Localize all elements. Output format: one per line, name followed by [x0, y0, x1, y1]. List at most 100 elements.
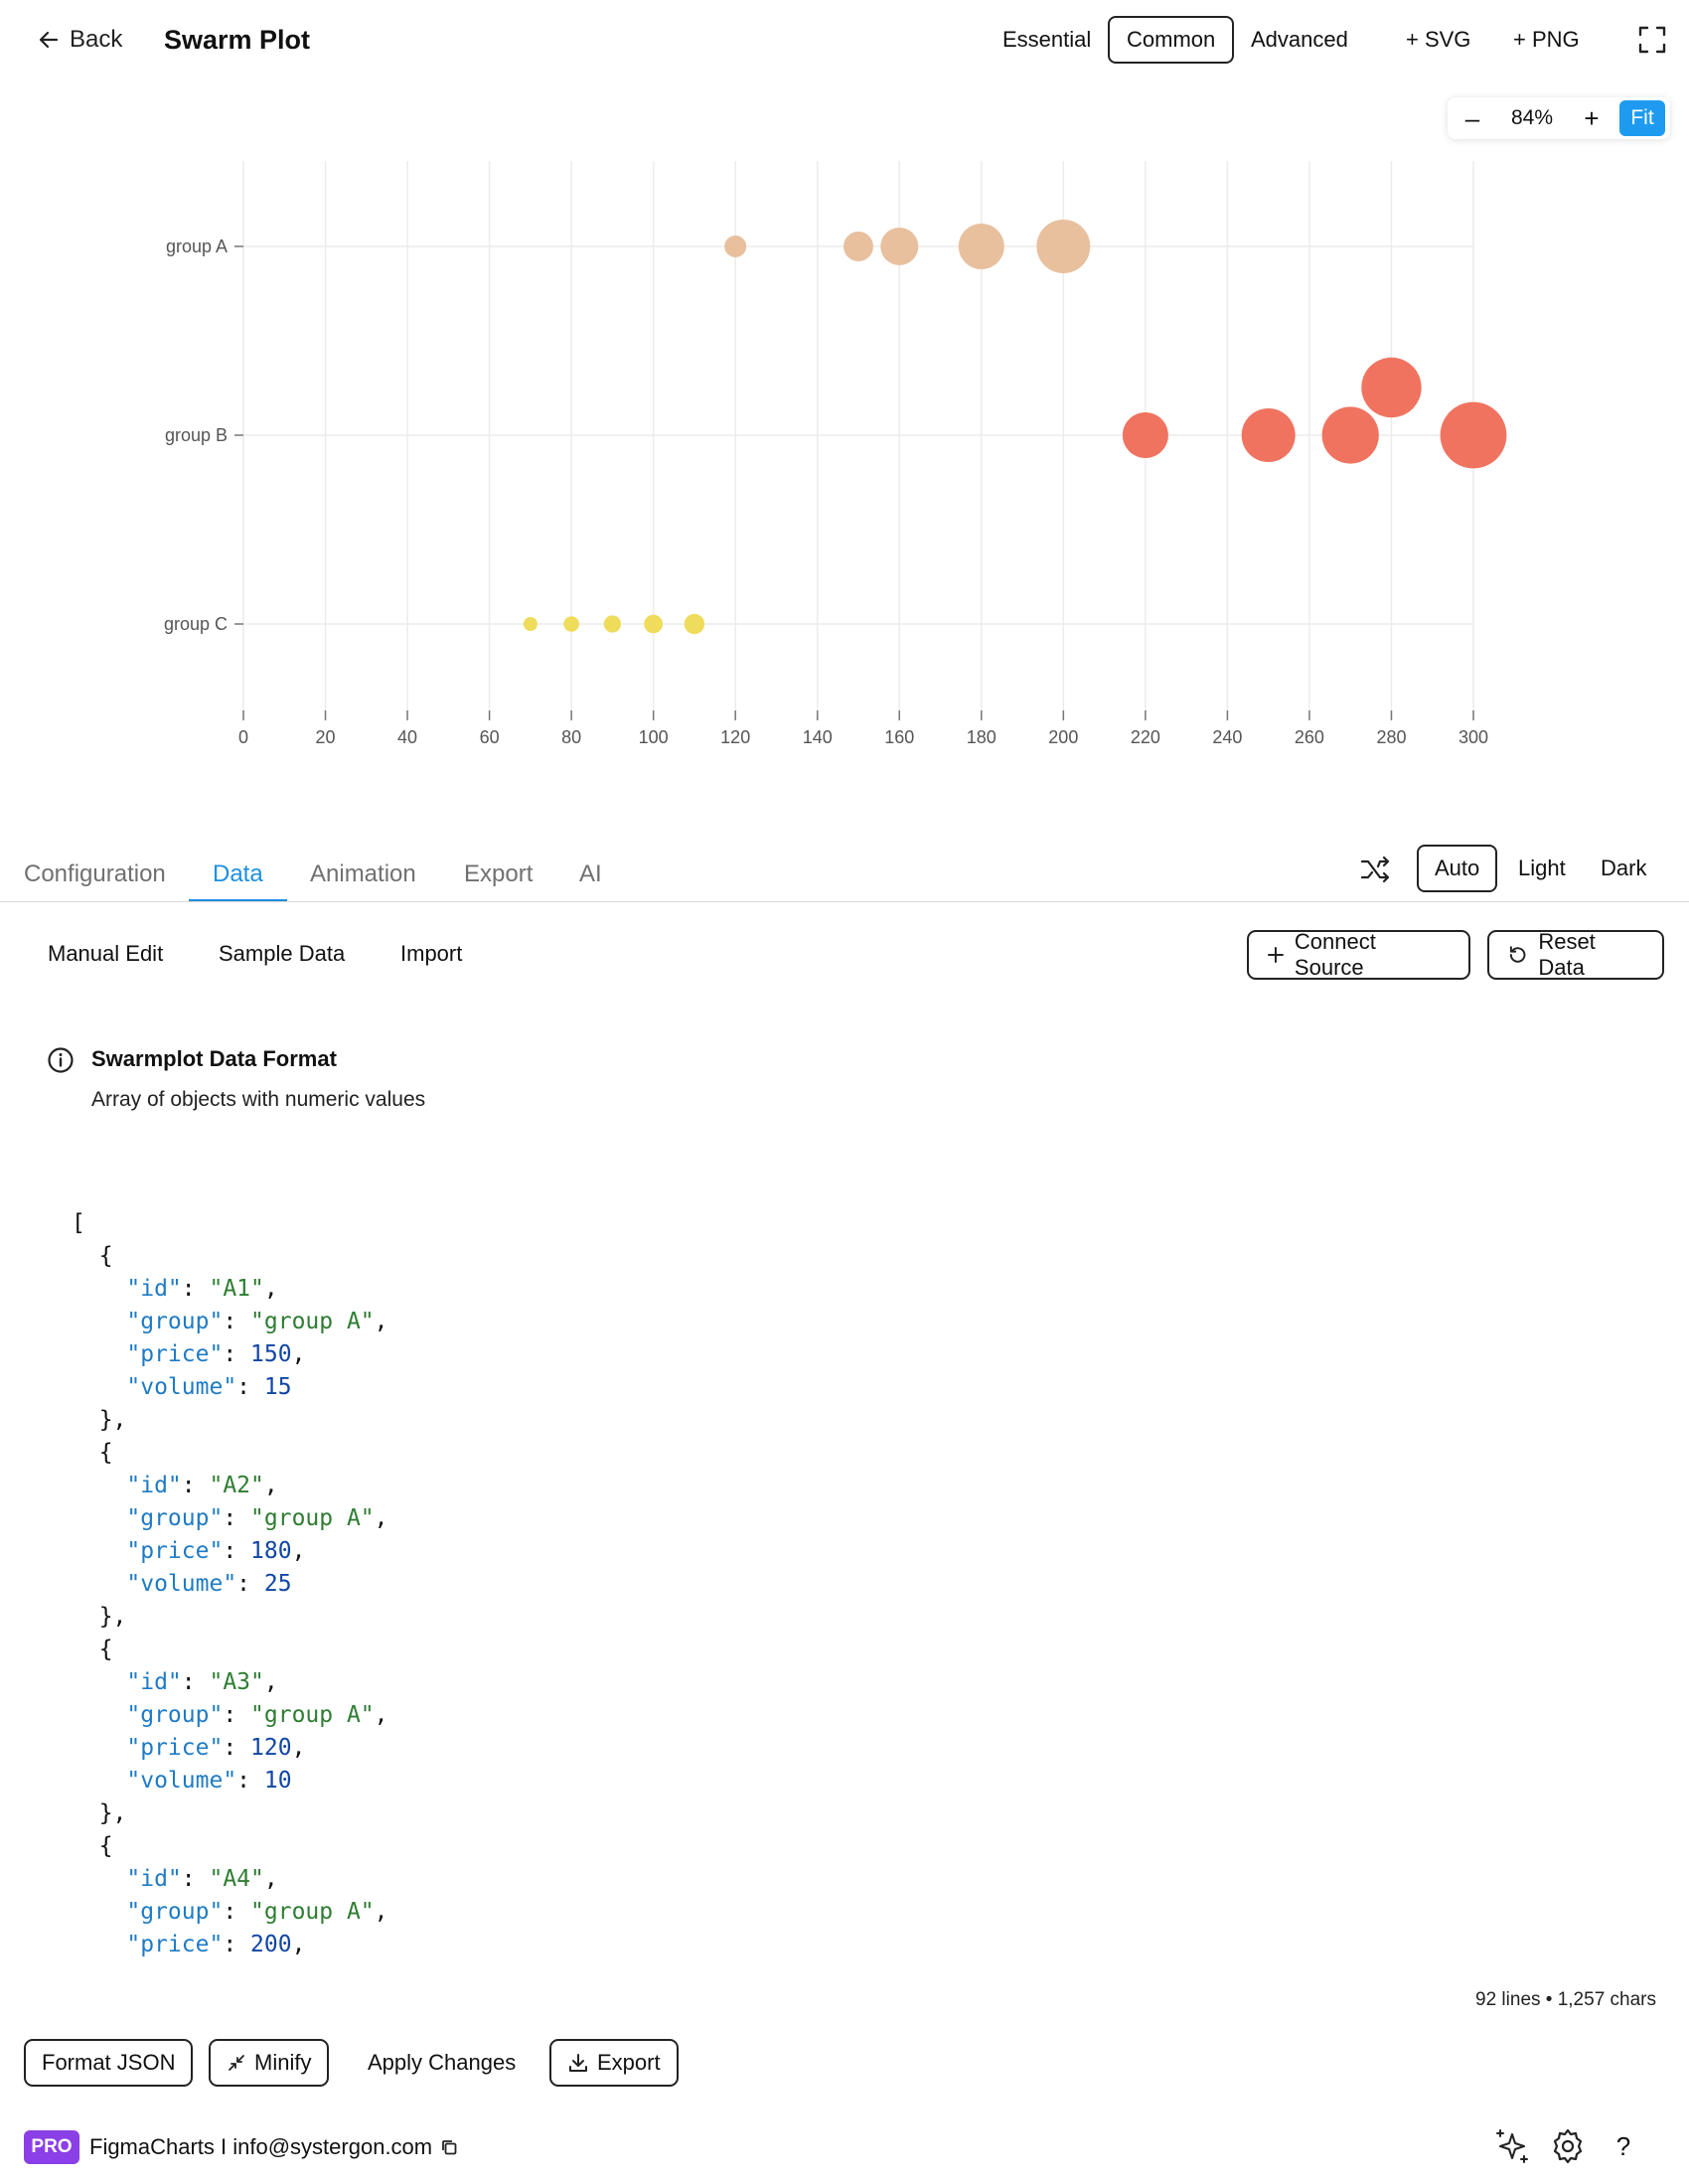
code-token: : [223, 1538, 251, 1564]
x-tick-label: 0 [238, 727, 248, 747]
code-token: [ [72, 1210, 85, 1236]
manual-edit-tab[interactable]: Manual Edit [48, 941, 164, 966]
level-tab-advanced[interactable]: Advanced [1251, 27, 1348, 52]
add-png-button[interactable]: + PNG [1513, 27, 1580, 52]
tab-configuration[interactable]: Configuration [24, 860, 166, 887]
code-token: , [263, 1866, 278, 1892]
code-token [72, 1669, 126, 1695]
tab-divider [0, 901, 1689, 902]
zoom-in-button[interactable]: + [1584, 103, 1600, 133]
export-label: Export [597, 2050, 661, 2075]
tab-animation[interactable]: Animation [310, 860, 416, 887]
fit-button[interactable]: Fit [1619, 100, 1665, 136]
data-point[interactable] [523, 617, 537, 631]
theme-light-button[interactable]: Light [1518, 856, 1566, 880]
reset-icon [1509, 946, 1526, 963]
code-token: : [181, 1669, 210, 1695]
code-token: : [236, 1768, 264, 1794]
code-token [72, 1538, 126, 1564]
json-editor[interactable]: [ { "id": "A1", "group": "group A", "pri… [0, 1207, 1689, 1962]
tab-ai[interactable]: AI [579, 860, 602, 887]
theme-auto-button[interactable]: Auto [1417, 845, 1498, 892]
code-token: "A2" [209, 1473, 264, 1498]
import-tab[interactable]: Import [400, 941, 463, 966]
code-token: : [223, 1505, 251, 1531]
data-point[interactable] [1361, 357, 1422, 418]
footer-info: FigmaCharts I info@systergon.com [89, 2130, 458, 2164]
zoom-out-button[interactable]: – [1464, 103, 1480, 133]
tab-export[interactable]: Export [464, 860, 534, 887]
format-json-label: Format JSON [42, 2050, 176, 2075]
x-tick-label: 80 [561, 727, 581, 747]
add-svg-button[interactable]: + SVG [1406, 27, 1471, 52]
data-point[interactable] [958, 224, 1004, 269]
code-token: : [223, 1899, 251, 1925]
code-line: "id": "A1", [72, 1273, 277, 1306]
code-token: , [374, 1702, 388, 1728]
code-line: }, [72, 1797, 127, 1830]
code-line: "group": "group A", [72, 1896, 388, 1929]
data-point[interactable] [644, 614, 664, 634]
data-point[interactable] [844, 232, 873, 261]
ai-sparkle-icon[interactable] [1492, 2126, 1532, 2166]
code-line: "price": 120, [72, 1732, 305, 1765]
data-point[interactable] [1321, 406, 1379, 464]
code-token: "group" [126, 1309, 224, 1334]
code-token: }, [72, 1604, 127, 1630]
code-token [72, 1341, 126, 1367]
theme-dark-button[interactable]: Dark [1601, 856, 1647, 880]
code-token [72, 1768, 126, 1794]
code-token: { [72, 1440, 113, 1466]
data-point[interactable] [684, 613, 705, 635]
data-point[interactable] [1241, 408, 1296, 462]
data-point[interactable] [1122, 412, 1168, 458]
code-token: : [181, 1276, 210, 1302]
data-point[interactable] [1440, 401, 1507, 469]
sample-data-tab[interactable]: Sample Data [219, 941, 346, 966]
data-point[interactable] [880, 228, 919, 265]
reset-data-button[interactable]: Reset Data [1487, 929, 1664, 980]
code-token: "group A" [250, 1702, 375, 1728]
x-tick-label: 140 [803, 727, 833, 747]
data-point[interactable] [1036, 220, 1091, 273]
data-point[interactable] [563, 616, 579, 632]
data-format-subtitle: Array of objects with numeric values [91, 1088, 426, 1111]
code-token [72, 1932, 126, 1957]
format-json-button[interactable]: Format JSON [24, 2039, 194, 2087]
shuffle-icon[interactable] [1359, 853, 1393, 886]
level-tab-essential[interactable]: Essential [1002, 27, 1092, 52]
apply-changes-button[interactable]: Apply Changes [368, 2050, 517, 2075]
code-token: , [374, 1899, 388, 1925]
page-title: Swarm Plot [164, 25, 311, 55]
data-point[interactable] [724, 235, 747, 257]
zoom-control: – 84% + Fit [1448, 97, 1670, 139]
data-point[interactable] [603, 615, 622, 633]
connect-source-button[interactable]: Connect Source [1247, 929, 1470, 980]
code-line: "price": 200, [72, 1929, 305, 1961]
code-token: , [374, 1505, 388, 1531]
back-button[interactable]: Back [38, 20, 122, 60]
code-token: "group A" [250, 1309, 375, 1334]
code-token: }, [72, 1800, 127, 1826]
code-token: "group A" [250, 1505, 375, 1531]
code-token [72, 1571, 126, 1597]
code-token: , [263, 1473, 278, 1498]
code-token: "price" [126, 1538, 224, 1564]
level-tab-common[interactable]: Common [1108, 16, 1235, 64]
export-button[interactable]: Export [549, 2039, 679, 2087]
code-token: "id" [126, 1276, 182, 1302]
tab-data[interactable]: Data [213, 860, 263, 887]
code-token [72, 1374, 126, 1400]
code-token: "id" [126, 1866, 182, 1892]
connect-source-label: Connect Source [1294, 929, 1376, 980]
settings-gear-icon[interactable] [1548, 2126, 1588, 2166]
help-button[interactable]: ? [1615, 2131, 1631, 2161]
code-token: : [223, 1309, 251, 1334]
minify-button[interactable]: Minify [209, 2039, 330, 2087]
copy-icon[interactable] [440, 2138, 458, 2156]
x-tick-label: 220 [1131, 727, 1160, 747]
x-tick-label: 60 [480, 727, 500, 747]
x-tick-label: 240 [1212, 727, 1242, 747]
minimize-icon [229, 2055, 244, 2071]
fullscreen-icon[interactable] [1637, 25, 1667, 55]
